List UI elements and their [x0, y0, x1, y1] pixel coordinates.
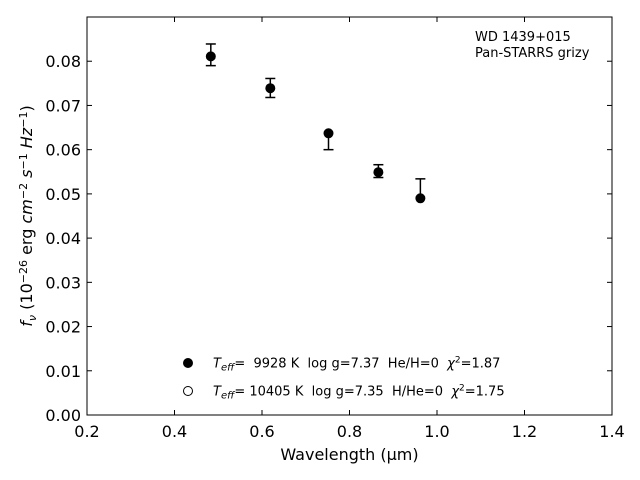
legend-label-part: =1.75 — [465, 385, 505, 400]
data-points — [205, 51, 426, 204]
legend-marker — [183, 358, 193, 368]
legend-label-part: χ — [450, 385, 460, 400]
y-tick-label: 0.07 — [45, 96, 81, 115]
legend-label-part: eff — [221, 391, 236, 402]
legend-label-part: T — [213, 385, 222, 400]
y-tick-label: 0.05 — [45, 185, 81, 204]
annotation-survey: Pan-STARRS grizy — [475, 46, 590, 61]
y-label-part: Hz — [17, 127, 36, 153]
target-annotation: WD 1439+015 Pan-STARRS grizy — [475, 30, 590, 61]
model-point-filled — [323, 128, 334, 139]
legend-label-part: T — [213, 357, 222, 372]
model-point-filled — [205, 51, 216, 62]
x-axis-label-text: Wavelength (μm) — [280, 445, 418, 464]
x-tick-label: 0.4 — [162, 422, 187, 441]
legend-label-part: 2 — [455, 356, 461, 366]
y-label-part: erg — [17, 224, 36, 260]
legend-label-part: log g=7.35 H/He=0 — [303, 385, 451, 400]
x-axis-label: Wavelength (μm) — [280, 445, 418, 464]
y-label-part: −1 — [17, 112, 30, 128]
x-tick-label: 0.8 — [337, 422, 362, 441]
legend-label-part: =1.87 — [461, 357, 501, 372]
axis-ticks — [86, 17, 613, 416]
y-label-part: −1 — [17, 153, 30, 169]
y-label-part: ) — [17, 105, 36, 111]
model-point-filled — [415, 193, 426, 204]
legend-label-part: log g=7.37 He/H=0 — [299, 357, 447, 372]
annotation-target-name: WD 1439+015 — [475, 30, 571, 45]
plot-frame — [86, 16, 613, 416]
y-label-part: −26 — [17, 260, 30, 283]
legend-label-part: = 9928 K — [234, 357, 299, 372]
x-tick-label: 1.2 — [512, 422, 537, 441]
y-label-part: ν — [26, 315, 39, 321]
x-tick-label: 0.6 — [249, 422, 274, 441]
legend: Teff= 9928 K log g=7.37 He/H=0 χ2=1.87Te… — [183, 356, 505, 402]
y-label-part: −2 — [17, 183, 30, 199]
y-tick-label: 0.03 — [45, 273, 81, 292]
legend-label-part: eff — [221, 363, 236, 374]
y-label-part: f — [17, 319, 36, 327]
legend-label-part: χ — [446, 357, 456, 372]
y-tick-label: 0.08 — [45, 52, 81, 71]
legend-label-part: = 10405 K — [234, 385, 304, 400]
model-point-filled — [373, 167, 384, 178]
y-label-part: s — [17, 170, 36, 183]
y-label-part: cm — [17, 199, 36, 223]
legend-label: Teff= 10405 K log g=7.35 H/He=0 χ2=1.75 — [213, 384, 505, 402]
axis-tick-labels: 0.2 0.4 0.6 0.8 1.0 1.2 1.4 0.00 0.01 0.02 0.03 0.0… — [45, 52, 624, 441]
y-tick-label: 0.06 — [45, 141, 81, 160]
model-point-filled — [265, 83, 276, 94]
legend-label: Teff= 9928 K log g=7.37 He/H=0 χ2=1.87 — [213, 356, 500, 374]
y-tick-label: 0.01 — [45, 362, 81, 381]
x-tick-label: 1.4 — [599, 422, 624, 441]
x-tick-label: 1.0 — [424, 422, 449, 441]
legend-label-part: 2 — [459, 384, 465, 394]
y-tick-label: 0.02 — [45, 318, 81, 337]
y-tick-label: 0.00 — [45, 406, 81, 425]
y-axis-label: fν (10−26 erg cm−2 s−1 Hz−1) — [17, 105, 39, 326]
y-label-part: (10 — [17, 283, 36, 315]
legend-marker — [183, 386, 193, 396]
x-tick-label: 0.2 — [74, 422, 99, 441]
y-tick-label: 0.04 — [45, 229, 81, 248]
